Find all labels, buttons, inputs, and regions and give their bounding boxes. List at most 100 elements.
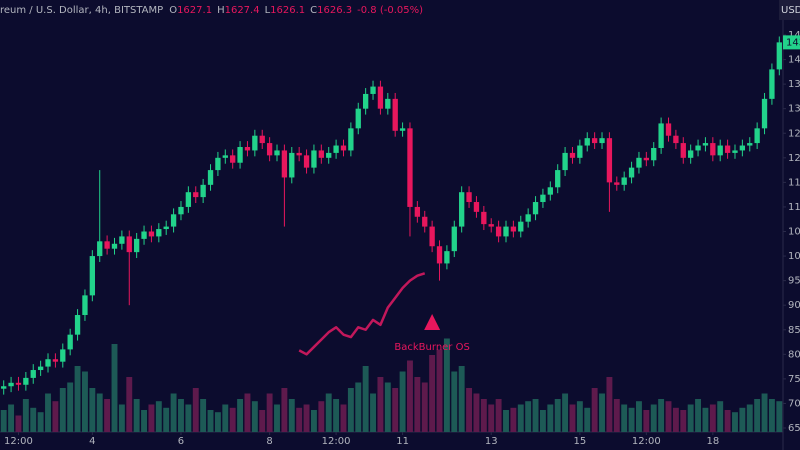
candle-body — [281, 150, 288, 178]
candle-body — [111, 243, 118, 249]
candle-body — [436, 246, 443, 264]
candle-body — [680, 143, 686, 158]
x-tick-label: 11 — [396, 436, 409, 447]
candle-body — [481, 211, 487, 225]
volume-bar — [451, 371, 458, 432]
volume-bar — [274, 404, 280, 432]
volume-bar — [163, 407, 170, 432]
volume-bar — [554, 399, 561, 432]
x-tick-label: 4 — [89, 436, 95, 447]
volume-bar — [251, 401, 258, 432]
candle-body — [45, 359, 51, 367]
volume-bar — [362, 366, 369, 432]
candle-body — [311, 150, 317, 168]
volume-bar — [613, 399, 620, 432]
candle-body — [488, 224, 494, 227]
volume-bar — [37, 412, 44, 432]
candle-body — [8, 382, 14, 387]
candle-body — [67, 334, 73, 350]
candle-body — [74, 315, 81, 335]
candle-body — [761, 98, 768, 129]
candle-body — [348, 128, 354, 151]
x-tick-label: 8 — [266, 436, 272, 447]
candle-body — [503, 226, 509, 237]
signal-label: BackBurner OS — [394, 342, 469, 353]
ohlc-value: 1626.1 — [270, 5, 305, 16]
volume-bar — [569, 404, 576, 432]
candle-body — [702, 143, 709, 146]
symbol: reum / U.S. Dollar, 4h, BITSTAMP — [0, 5, 163, 16]
volume-bar — [244, 393, 251, 432]
candle-body — [119, 236, 125, 244]
volume-bar — [333, 399, 340, 432]
volume-bar — [717, 401, 724, 432]
candle-body — [569, 152, 576, 158]
volume-bar — [658, 399, 665, 432]
x-tick-label: 18 — [706, 436, 719, 447]
candle-body — [562, 152, 568, 171]
candle-body — [510, 226, 517, 232]
candle-body — [259, 135, 265, 144]
candle-body — [518, 221, 524, 232]
candle-body — [651, 147, 657, 161]
candle-body — [340, 145, 347, 151]
signal-marker — [424, 314, 441, 330]
candle-body — [769, 69, 775, 99]
candle-body — [614, 182, 620, 185]
candle-body — [776, 42, 782, 70]
volume-bar — [576, 401, 583, 432]
candle-body — [318, 150, 324, 158]
y-tick-label: 1250 — [788, 128, 800, 139]
volume-bar — [517, 404, 524, 432]
x-tick-label: 12:00 — [632, 436, 661, 447]
currency[interactable]: USD — [781, 5, 800, 16]
volume-bar — [473, 393, 480, 432]
volume-bar — [178, 399, 184, 432]
volume-bar — [45, 393, 51, 432]
volume-bar — [643, 410, 650, 432]
volume-bar — [111, 344, 118, 432]
header: reum / U.S. Dollar, 4h, BITSTAMP O1627.1 H… — [0, 5, 423, 16]
candle-body — [274, 150, 280, 156]
volume-bar — [672, 407, 679, 432]
volume-bar — [480, 399, 487, 432]
candle-body — [1, 386, 7, 389]
volume-bar — [288, 399, 295, 432]
volume-bar — [192, 388, 199, 432]
y-tick-label: 1350 — [788, 79, 800, 90]
volume-bar — [347, 388, 354, 432]
volume-bar — [547, 404, 554, 432]
volume-bar — [170, 393, 177, 432]
candle-body — [525, 214, 531, 222]
candle-body — [37, 366, 44, 371]
volume-bar — [89, 388, 96, 432]
volume-bar — [776, 401, 783, 432]
candle-body — [407, 128, 413, 207]
volume-bar — [539, 410, 546, 432]
volume-bar — [709, 404, 716, 432]
volume-bar — [628, 407, 635, 432]
candle-body — [178, 206, 184, 215]
volume-bar — [636, 401, 642, 432]
volume-bar — [325, 393, 332, 432]
volume-bar — [148, 404, 155, 432]
candle-body — [724, 145, 731, 153]
volume-bar — [599, 393, 605, 432]
candle-body — [377, 86, 384, 109]
currency-box[interactable] — [779, 0, 800, 20]
indicator-line — [298, 272, 426, 356]
candle-body — [459, 192, 465, 227]
volume-bar — [141, 410, 147, 432]
volume-bar — [340, 404, 347, 432]
candle-body — [370, 86, 376, 94]
volume-bar — [392, 388, 399, 432]
volume-bar — [695, 399, 702, 432]
candle-body — [532, 202, 539, 215]
volume-bar — [81, 371, 88, 432]
volume-bar — [185, 404, 192, 432]
ohlc-value: 1627.1 — [177, 5, 212, 16]
volume-bar — [67, 382, 74, 432]
candle-body — [599, 138, 605, 144]
